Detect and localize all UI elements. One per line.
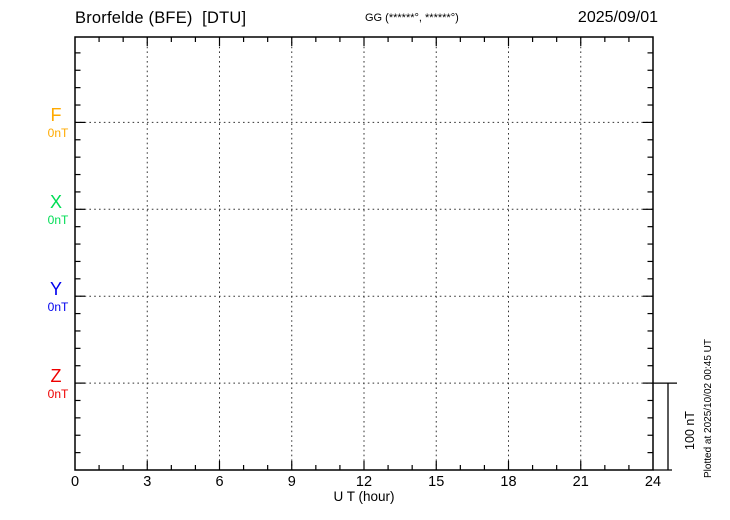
x-tick-label-12: 12	[355, 474, 373, 490]
x-tick-label-24: 24	[644, 474, 662, 490]
x-axis-title: U T (hour)	[333, 489, 395, 504]
x-tick-label-3: 3	[143, 474, 152, 490]
station-title: Brorfelde (BFE) [DTU]	[75, 9, 247, 27]
channel-baseline-value-y: 0nT	[47, 300, 69, 315]
scale-bar-label: 100 nT	[683, 411, 697, 450]
channel-label-f: F	[50, 105, 62, 126]
channel-baseline-value-x: 0nT	[47, 213, 69, 228]
channel-baseline-value-f: 0nT	[47, 126, 69, 141]
channel-label-y: Y	[49, 279, 62, 300]
geographic-coordinates: GG (******°, ******°)	[365, 12, 459, 24]
x-tick-label-9: 9	[287, 474, 296, 490]
x-tick-label-18: 18	[500, 474, 517, 490]
x-tick-label-6: 6	[215, 474, 224, 490]
x-tick-label-15: 15	[428, 474, 445, 490]
x-tick-label-21: 21	[572, 474, 589, 490]
channel-label-x: X	[49, 192, 62, 213]
channel-baseline-value-z: 0nT	[47, 387, 69, 402]
channel-label-z: Z	[50, 366, 62, 387]
plot-footer: Plotted at 2025/10/02 00:45 UT	[703, 339, 714, 478]
x-tick-label-0: 0	[70, 474, 80, 490]
plot-date: 2025/09/01	[577, 9, 658, 26]
